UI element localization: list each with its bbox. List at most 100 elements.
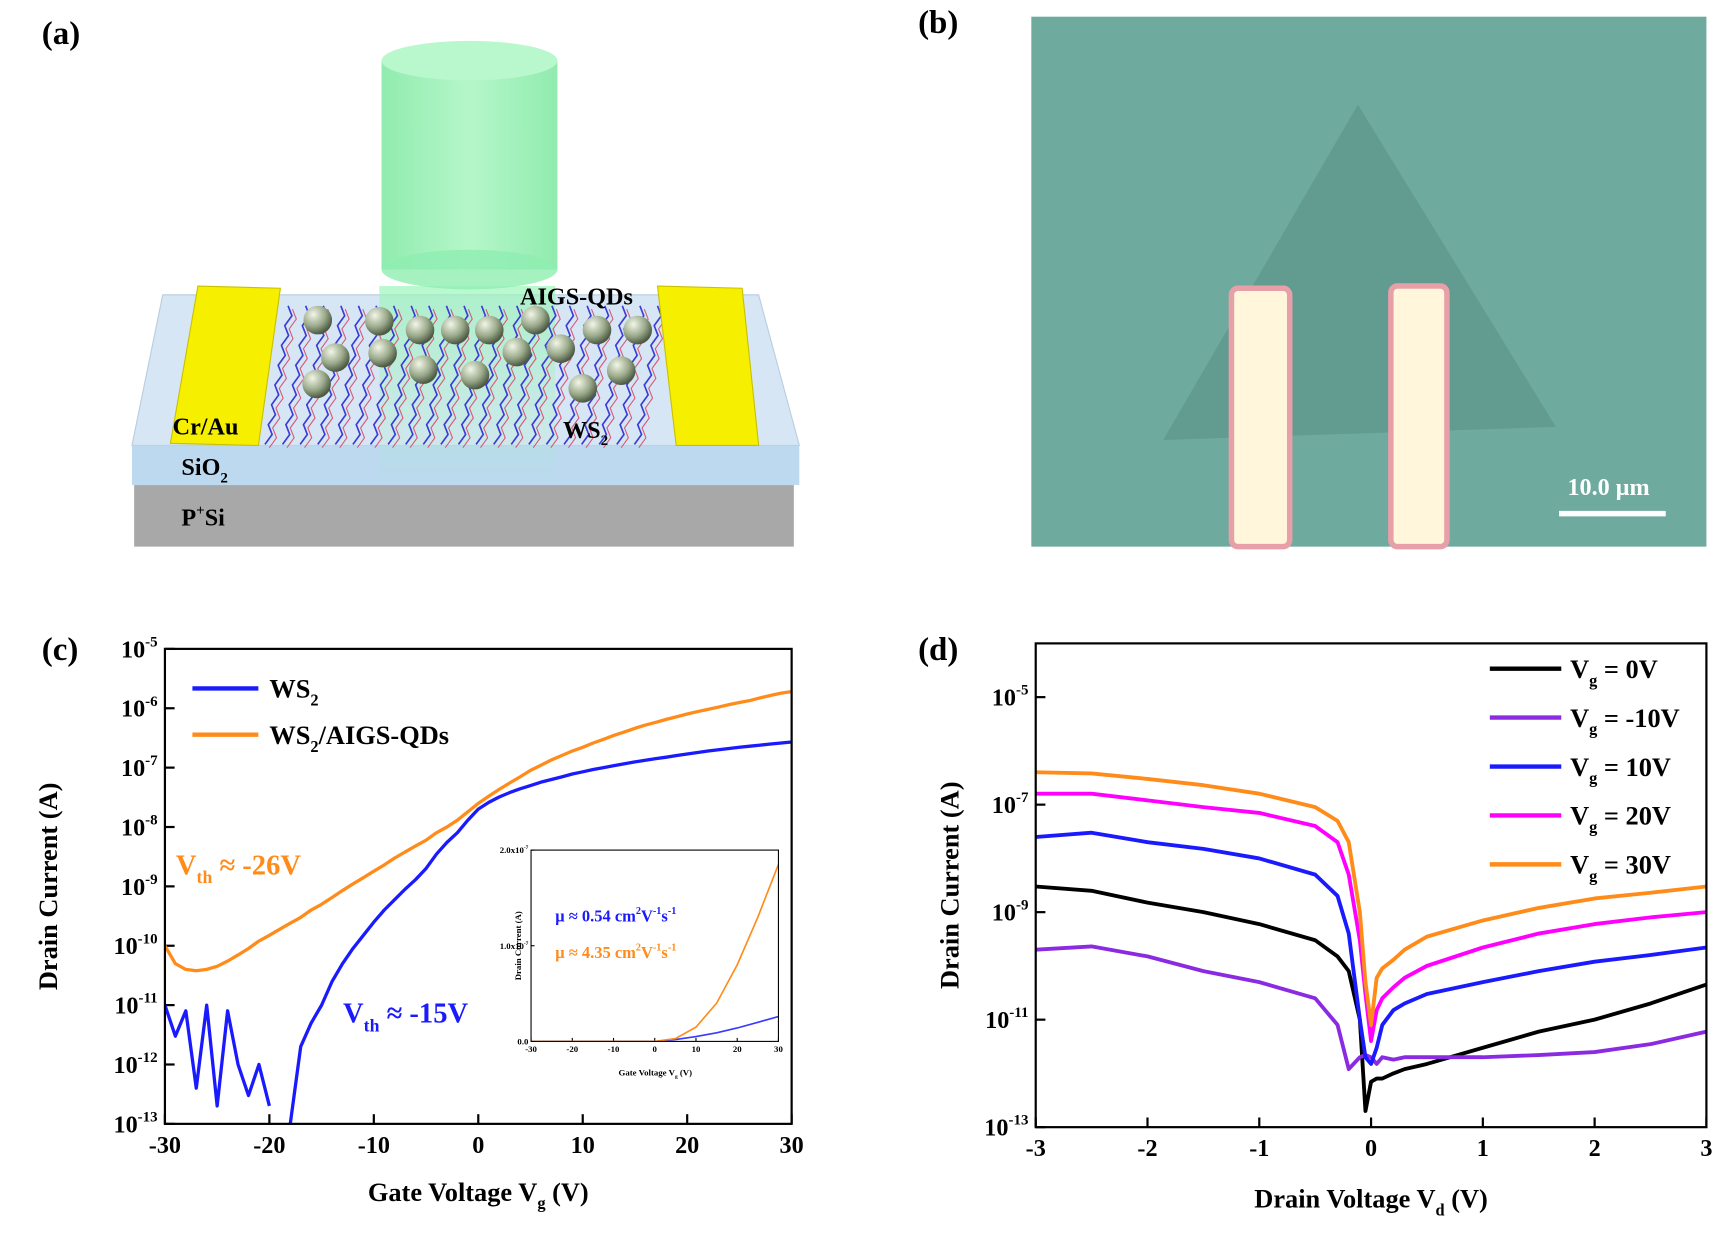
text-run: WS [563, 417, 601, 444]
data-line [164, 690, 792, 973]
x-tick-label: 10 [692, 1044, 701, 1054]
lattice-chain [369, 305, 399, 445]
tick-base: 10 [114, 1111, 138, 1138]
text-run: /AIGS-QDs [318, 720, 449, 750]
data-line [1035, 884, 1707, 1113]
text-run: Gate Voltage V [619, 1067, 676, 1077]
tick-exponent: -5 [145, 634, 157, 650]
legend-label: WS2/AIGS-QDs [269, 720, 449, 756]
electrode [1228, 285, 1293, 550]
text-run: -1 [653, 906, 662, 917]
quantum-dot [568, 374, 598, 403]
text-run: = 10V [1597, 752, 1671, 782]
text-run: ≈ -15V [379, 999, 468, 1030]
legend-label: Vg = 10V [1570, 752, 1671, 788]
plot-lines [164, 690, 792, 1124]
tick-exponent: -7 [524, 845, 529, 851]
data-line [1035, 791, 1707, 1043]
lattice-chain [497, 308, 526, 449]
y-axis-title: Drain Current (A) [513, 911, 523, 980]
data-line [164, 740, 792, 1124]
text-run: g [1589, 867, 1598, 886]
tick-base: 10 [121, 814, 145, 841]
tick-base: 10 [121, 874, 145, 901]
quantum-dot [546, 334, 576, 364]
text-run: s [661, 943, 668, 962]
lattice-chain [633, 305, 663, 445]
tick-base: 10 [121, 755, 145, 782]
y-axis-title: Drain Current (A) [33, 783, 63, 991]
quantum-dot [365, 306, 394, 336]
text-run: (V) [678, 1067, 692, 1077]
y-tick-label: 10-11 [114, 991, 157, 1020]
quantum-dot [474, 315, 504, 345]
text-run: = 20V [1597, 801, 1671, 831]
x-tick-label: -30 [149, 1132, 181, 1159]
text-run: -1 [653, 942, 662, 953]
x-tick-label: 10 [571, 1132, 595, 1159]
text-run: g [1589, 769, 1598, 788]
plot-lines [531, 864, 779, 1042]
text-run: Gate Voltage V [368, 1177, 537, 1207]
text-run: s [661, 907, 668, 926]
tick-exponent: -7 [145, 753, 158, 769]
tick-exponent: -9 [145, 872, 157, 888]
x-tick-label: 20 [675, 1132, 699, 1159]
lattice-chain [321, 308, 350, 449]
text-run: g [537, 1194, 546, 1213]
y-tick-label: 10-10 [114, 931, 158, 960]
lattice-chain [317, 305, 346, 445]
electrode [656, 285, 760, 447]
quantum-dot [521, 305, 550, 335]
quantum-dot [302, 369, 331, 399]
annotation: μ ≈ 0.54 cm2V-1s-1 [555, 906, 676, 925]
text-run: V [176, 850, 197, 881]
panel-label: (c) [42, 632, 79, 668]
lattice-chain [374, 308, 403, 449]
text-run: ≈ -26V [212, 850, 301, 881]
lattice-chain [281, 305, 311, 445]
text-run: Si [205, 505, 225, 532]
substrate-label: P+Si [181, 503, 225, 532]
text-run: th [197, 867, 213, 887]
text-run: g [1589, 720, 1598, 739]
text-run: μ ≈ 0.54 cm [555, 907, 636, 926]
plot-frame [530, 849, 779, 1042]
plot-frame [1034, 642, 1708, 1129]
tick-base: 10 [984, 1115, 1008, 1142]
tick-base: 10 [992, 900, 1016, 927]
qd-label: AIGS-QDs [520, 284, 633, 311]
tick-base: 10 [114, 993, 138, 1020]
light-beam-bottom [381, 249, 558, 290]
tick-exponent: -9 [1016, 898, 1028, 914]
legend-label: WS2 [269, 674, 318, 710]
text-run: d [1436, 1200, 1445, 1219]
scale-bar-label: 10.0 μm [1567, 474, 1649, 501]
tick-exponent: -11 [139, 991, 158, 1007]
text-run: th [364, 1015, 380, 1035]
lattice-chain [532, 308, 561, 449]
x-tick-label: 1 [1477, 1135, 1489, 1162]
text-run: = -10V [1597, 703, 1679, 733]
lattice-chain [545, 305, 575, 445]
text-run: (V) [1445, 1183, 1488, 1213]
channel-label: WS2 [563, 417, 608, 449]
y-tick-label: 10-13 [114, 1109, 158, 1138]
text-run: V [1570, 752, 1589, 782]
y-tick-label: 10-7 [992, 790, 1029, 819]
text-run: Drain Current (A) [513, 911, 523, 980]
oxide-label: SiO2 [181, 454, 227, 486]
tick-base: 10 [985, 1007, 1009, 1034]
text-run: V [1570, 703, 1589, 733]
tick-base: 0.0 [517, 1036, 529, 1046]
data-line [531, 864, 779, 1042]
text-run: V [343, 999, 364, 1030]
data-line [1035, 830, 1707, 1066]
silicon-layer [134, 485, 794, 547]
annotation: Vth ≈ -15V [343, 999, 468, 1036]
quantum-dot [623, 315, 652, 345]
tick-base: 10 [121, 636, 145, 663]
text-run: Drain Voltage V [1254, 1183, 1435, 1213]
text-run: V [1570, 801, 1589, 831]
annotation: μ ≈ 4.35 cm2V-1s-1 [555, 942, 676, 961]
